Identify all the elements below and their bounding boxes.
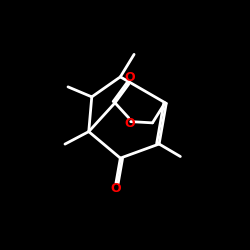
Text: O: O xyxy=(125,71,135,84)
Text: O: O xyxy=(111,182,121,195)
Text: O: O xyxy=(125,117,135,130)
